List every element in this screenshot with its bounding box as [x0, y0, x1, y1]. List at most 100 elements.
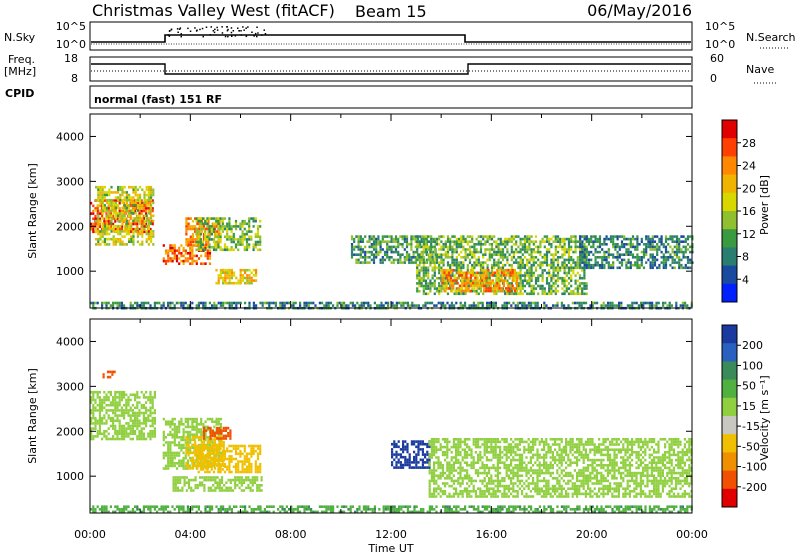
power-cell	[583, 271, 586, 275]
velocity-cell	[194, 478, 197, 482]
power-cell	[429, 279, 432, 283]
power-cell	[226, 225, 229, 228]
velocity-cell	[191, 461, 195, 465]
power-cell	[422, 287, 425, 290]
power-cell	[510, 304, 513, 307]
power-cell	[424, 287, 428, 290]
velocity-cell	[208, 465, 211, 469]
power-cell	[103, 193, 106, 197]
power-cell	[570, 237, 573, 241]
power-cell	[552, 269, 555, 272]
power-colorbar-swatch	[722, 120, 737, 139]
velocity-cell	[184, 454, 187, 457]
velocity-cell	[149, 390, 152, 394]
power-cell	[576, 301, 579, 305]
power-cell	[689, 261, 692, 264]
power-cell	[234, 222, 238, 226]
power-cell	[241, 235, 244, 239]
power-cell	[197, 217, 200, 220]
power-cell	[618, 235, 621, 238]
power-cell	[370, 253, 373, 256]
power-cell	[180, 244, 183, 247]
noise-left-tick-top: 10^5	[56, 20, 86, 33]
power-cell	[607, 253, 610, 256]
velocity-cell	[90, 427, 93, 430]
power-cell	[248, 222, 251, 226]
power-cell	[464, 292, 467, 296]
power-cell	[554, 237, 557, 241]
power-cell	[634, 245, 637, 249]
power-cell	[427, 245, 430, 249]
velocity-cell	[181, 489, 184, 492]
power-cell	[418, 253, 421, 256]
power-cell	[642, 243, 646, 246]
noise-spike-dot	[256, 35, 258, 38]
power-cell	[470, 304, 473, 307]
power-cell	[574, 263, 577, 267]
power-cell	[581, 282, 584, 285]
power-cell	[108, 201, 111, 205]
power-cell	[442, 243, 445, 246]
power-cell	[118, 209, 121, 213]
power-cell	[130, 222, 133, 225]
power-cell	[145, 207, 148, 210]
power-cell	[94, 217, 97, 221]
power-cell	[92, 212, 95, 215]
power-cell	[642, 248, 646, 251]
power-cell	[132, 211, 135, 215]
power-cell	[153, 304, 156, 307]
power-cell	[684, 250, 687, 254]
power-cell	[252, 245, 255, 249]
power-cell	[180, 304, 183, 307]
power-cell	[530, 258, 533, 262]
power-cell	[554, 287, 557, 290]
power-cell	[254, 235, 257, 239]
power-cell	[464, 237, 467, 241]
power-cell	[136, 209, 139, 212]
velocity-cell	[169, 441, 172, 444]
velocity-cell	[151, 406, 154, 410]
power-cell	[199, 243, 202, 246]
power-cell	[484, 253, 487, 256]
power-cell	[221, 222, 224, 226]
power-cell	[230, 281, 233, 285]
power-cell	[682, 250, 685, 254]
power-cell	[513, 268, 516, 272]
power-cell	[664, 266, 668, 270]
power-cell	[668, 304, 671, 307]
power-cell	[532, 274, 535, 277]
power-cell	[114, 227, 117, 231]
power-cell	[386, 240, 389, 243]
velocity-cell	[149, 424, 152, 428]
power-cell	[235, 304, 238, 307]
power-cell	[380, 304, 383, 307]
power-cell	[453, 263, 456, 267]
power-cell	[596, 250, 599, 254]
power-cell	[587, 243, 591, 246]
power-cell	[422, 304, 425, 307]
power-cell	[193, 244, 196, 247]
power-cell	[570, 240, 573, 243]
power-cell	[132, 191, 135, 194]
velocity-cell	[96, 422, 99, 425]
power-cell	[147, 193, 150, 197]
velocity-cell	[200, 417, 203, 421]
power-cell	[487, 281, 490, 285]
power-cell	[625, 237, 628, 241]
power-cell	[106, 227, 109, 231]
velocity-cell	[142, 435, 145, 438]
power-cell	[99, 235, 102, 238]
velocity-cell	[189, 441, 192, 444]
power-cell	[401, 243, 404, 246]
velocity-cell	[171, 459, 174, 462]
power-cell	[497, 279, 500, 283]
velocity-cell	[164, 454, 168, 457]
power-cell	[98, 204, 101, 208]
power-cell	[368, 261, 371, 264]
power-cell	[545, 276, 549, 280]
velocity-cell	[173, 433, 176, 436]
velocity-cell	[243, 470, 246, 474]
power-cell	[593, 301, 596, 305]
power-cell	[399, 256, 402, 259]
power-cell	[394, 248, 398, 251]
